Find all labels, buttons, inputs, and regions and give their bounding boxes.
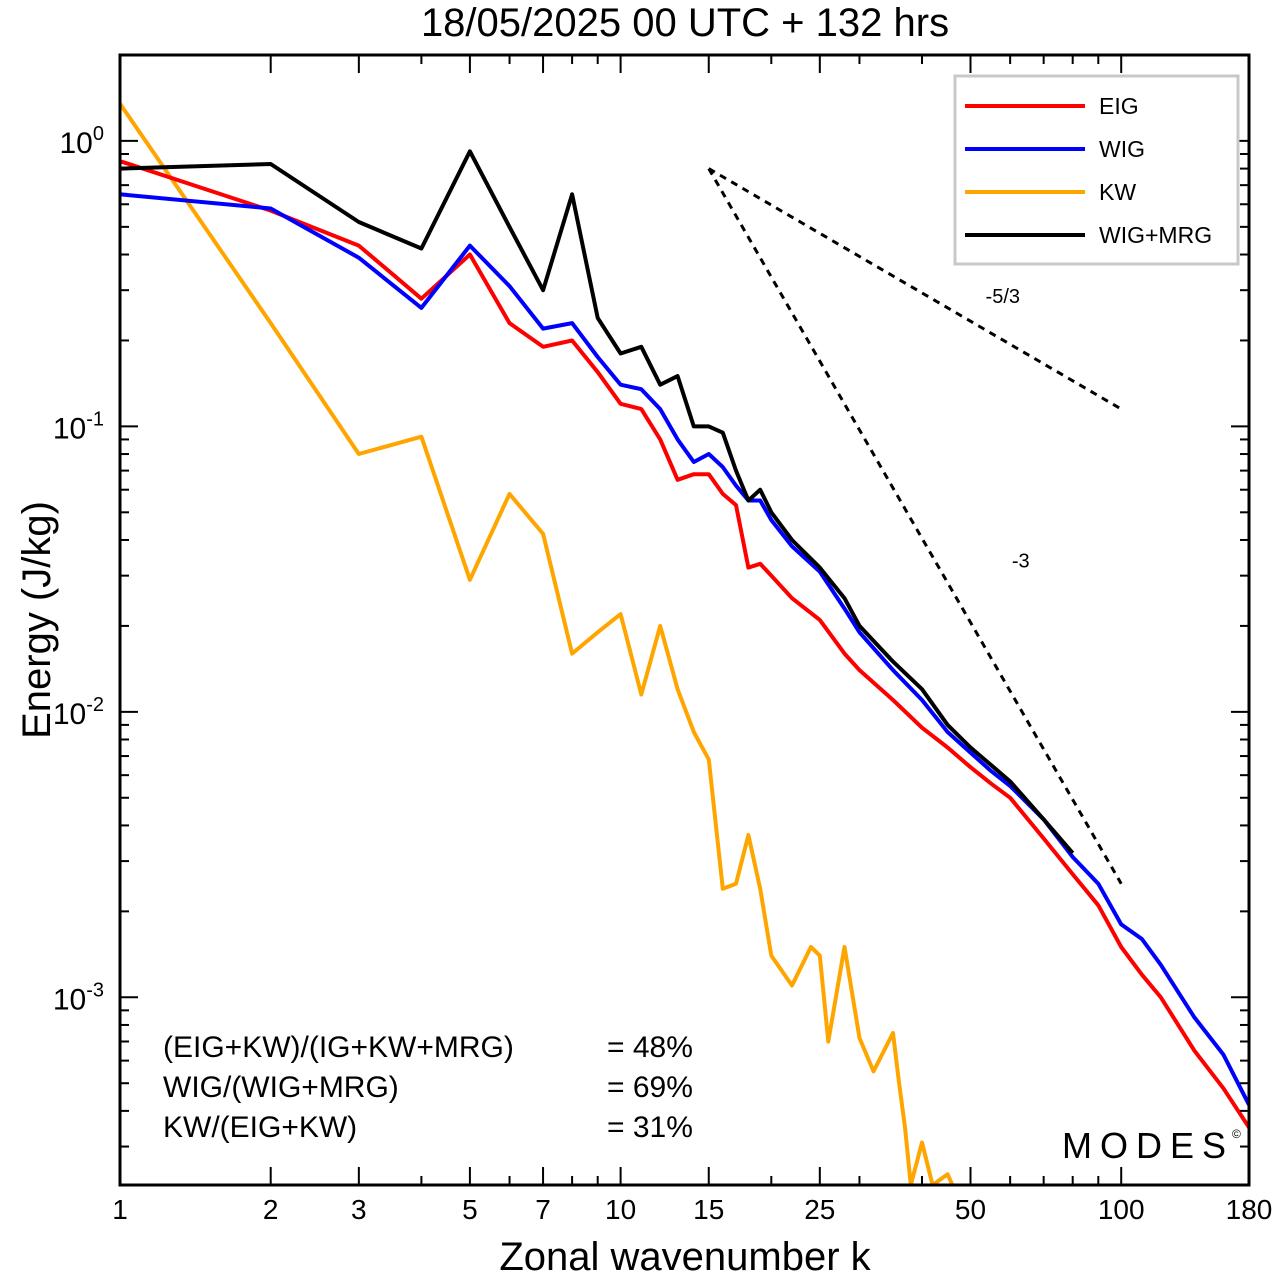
ratio-annotations: (EIG+KW)/(IG+KW+MRG) = 48% WIG/(WIG+MRG) = … <box>163 1031 693 1144</box>
reference-slope-label: -5/3 <box>986 286 1020 308</box>
x-tick-label: 10 <box>605 1194 636 1225</box>
x-tick-label: 50 <box>955 1194 986 1225</box>
plot-frame <box>118 53 1251 1187</box>
legend-label: WIG+MRG <box>1099 222 1212 248</box>
x-tick-label: 15 <box>693 1194 724 1225</box>
y-tick-base: 10 <box>60 127 93 160</box>
y-tick-label: 100 <box>60 123 105 160</box>
x-tick-label: 2 <box>263 1194 279 1225</box>
x-axis-label: Zonal wavenumber k <box>499 1235 871 1279</box>
x-tick-label: 7 <box>535 1194 551 1225</box>
legend-label: WIG <box>1099 136 1145 162</box>
ratio-label: WIG/(WIG+MRG) <box>163 1071 399 1104</box>
series-line-wig <box>120 192 1249 1106</box>
y-tick-exponent: -3 <box>86 979 104 1001</box>
x-tick-label: 3 <box>351 1194 367 1225</box>
ratio-label: (EIG+KW)/(IG+KW+MRG) <box>163 1031 514 1064</box>
legend: EIG WIG KW WIG+MRG <box>953 74 1240 266</box>
watermark-text: MODES <box>1062 1125 1234 1166</box>
y-tick-label: 10-1 <box>53 408 104 445</box>
reference-slope-label: -3 <box>1012 551 1030 573</box>
x-tick-label: 180 <box>1226 1194 1273 1225</box>
y-tick-exponent: -2 <box>86 694 104 716</box>
legend-label: KW <box>1099 179 1136 205</box>
chart-title: 18/05/2025 00 UTC + 132 hrs <box>421 1 949 45</box>
y-tick-exponent: 0 <box>93 123 104 145</box>
legend-label: EIG <box>1099 93 1139 119</box>
y-tick-base: 10 <box>53 412 86 445</box>
x-tick-label: 100 <box>1098 1194 1145 1225</box>
y-tick-base: 10 <box>53 698 86 731</box>
x-tick-label: 25 <box>804 1194 835 1225</box>
series-line-eig <box>120 159 1249 1129</box>
plot-area: -5/3 -3 <box>120 102 1249 1185</box>
y-tick-label: 10-3 <box>53 979 104 1016</box>
reference-slope-line <box>708 167 1122 411</box>
watermark-copyright: © <box>1232 1127 1241 1141</box>
series-line-wig-mrg <box>120 149 1075 855</box>
x-tick-label: 5 <box>462 1194 478 1225</box>
x-tick-label: 1 <box>112 1194 128 1225</box>
ratio-value: = 69% <box>607 1071 693 1104</box>
ratio-label: KW/(EIG+KW) <box>163 1111 357 1144</box>
watermark: MODES© <box>1062 1125 1241 1166</box>
y-axis-label: Energy (J/kg) <box>15 501 59 739</box>
y-tick-exponent: -1 <box>86 408 104 430</box>
series-line-kw <box>120 102 955 1185</box>
ratio-value: = 48% <box>607 1031 693 1064</box>
y-tick-base: 10 <box>53 983 86 1016</box>
ratio-value: = 31% <box>607 1111 693 1144</box>
y-tick-label: 10-2 <box>53 694 104 731</box>
